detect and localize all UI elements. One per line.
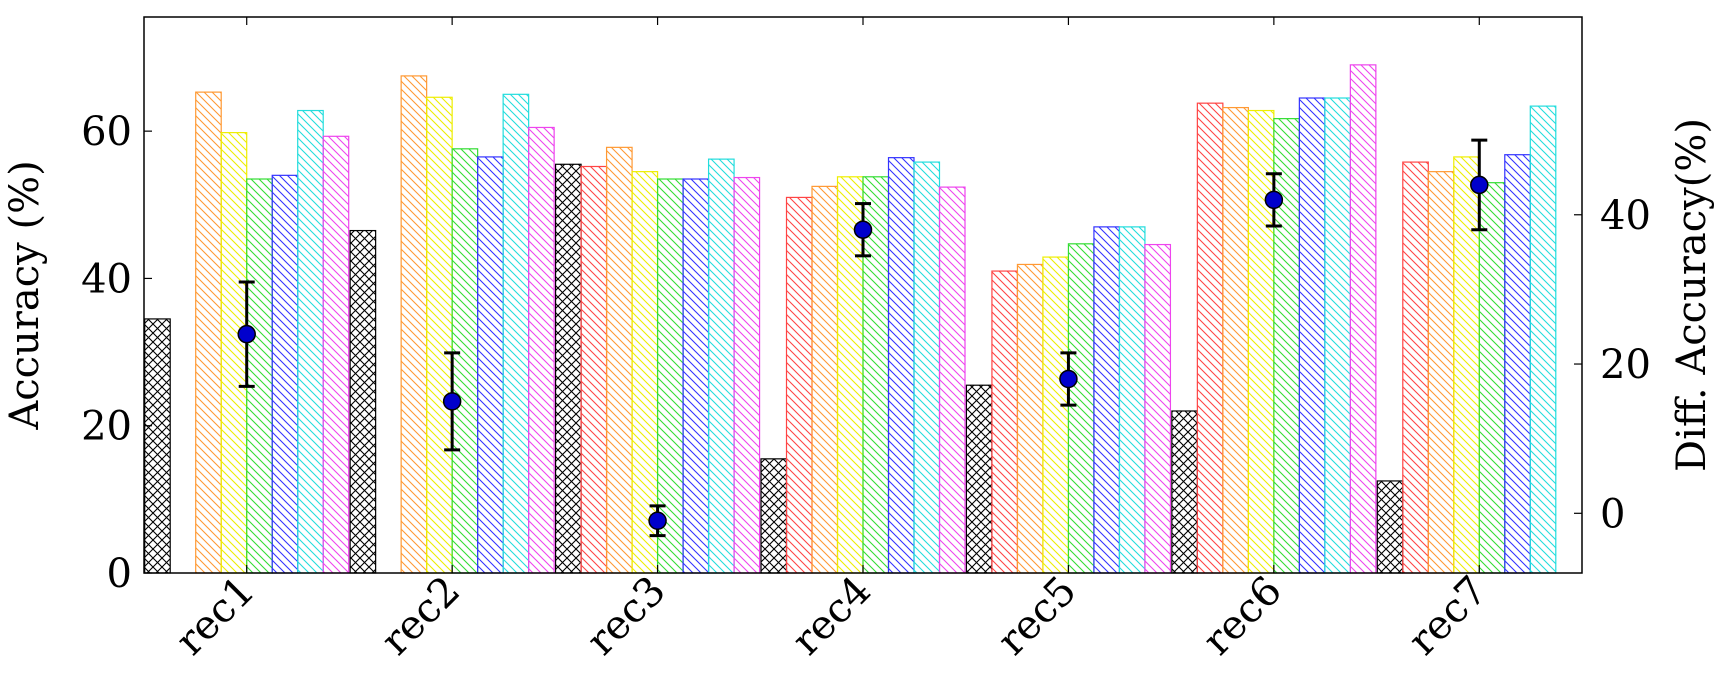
bar-rec7-series-2 xyxy=(1402,161,1429,574)
bars-layer xyxy=(144,64,1557,574)
bar-rec1-series-7 xyxy=(297,109,324,574)
bar-rec3-series-2 xyxy=(580,165,608,574)
bar-rec3-series-6 xyxy=(682,178,710,574)
diff-point-rec3 xyxy=(648,511,667,531)
x-tick-label-rec1: rec1 xyxy=(167,568,264,665)
y-tick-label-40: 40 xyxy=(81,256,132,302)
bar-rec3-series-3 xyxy=(605,146,633,574)
y-tick-label-60: 60 xyxy=(81,109,132,155)
bar-rec7-series-3 xyxy=(1427,171,1455,574)
bar-rec7-series-4 xyxy=(1453,156,1480,574)
y2-axis-title: Diff. Accuracy(%) xyxy=(1669,118,1715,472)
bar-rec6-series-8 xyxy=(1349,64,1377,574)
bar-rec3-series-4 xyxy=(631,171,659,574)
bar-rec2-series-1 xyxy=(349,229,377,574)
diff-point-rec7 xyxy=(1470,175,1489,195)
y-tick-label-20: 20 xyxy=(81,404,132,450)
y2-tick-label-0: 0 xyxy=(1600,491,1625,537)
bar-rec5-series-4 xyxy=(1042,256,1070,574)
bar-rec4-series-2 xyxy=(785,196,813,574)
bar-rec2-series-3 xyxy=(400,75,428,574)
bar-rec2-series-8 xyxy=(528,126,555,574)
diff-points-layer xyxy=(237,138,1489,538)
y-tick-label-0: 0 xyxy=(107,551,132,597)
y2-tick-label-40: 40 xyxy=(1600,193,1651,239)
x-tick-label-rec2: rec2 xyxy=(373,568,470,665)
bar-rec2-series-7 xyxy=(502,93,530,574)
bar-rec2-series-5 xyxy=(451,148,479,574)
bar-rec5-series-7 xyxy=(1118,226,1146,574)
bar-rec4-series-3 xyxy=(811,185,839,574)
x-tick-label-rec4: rec4 xyxy=(783,568,880,665)
bar-rec3-series-1 xyxy=(554,163,582,574)
bar-rec6-series-3 xyxy=(1222,106,1249,574)
diff-point-rec4 xyxy=(853,220,873,239)
bar-rec1-series-4 xyxy=(220,132,248,574)
bar-rec5-series-5 xyxy=(1067,243,1095,574)
bar-rec4-series-7 xyxy=(913,161,941,574)
bar-rec1-series-6 xyxy=(271,174,299,574)
diff-point-rec6 xyxy=(1264,190,1284,210)
bar-rec6-series-5 xyxy=(1273,118,1300,574)
y-axis-title: Accuracy (%) xyxy=(2,160,48,430)
bar-rec7-series-6 xyxy=(1504,154,1531,574)
bar-rec6-series-1 xyxy=(1171,410,1198,574)
bar-rec5-series-6 xyxy=(1093,226,1121,574)
bar-rec7-series-7 xyxy=(1529,105,1557,574)
bar-rec2-series-6 xyxy=(477,156,504,574)
bar-rec5-series-8 xyxy=(1144,243,1172,574)
bar-rec7-series-5 xyxy=(1478,182,1506,574)
x-tick-label-rec7: rec7 xyxy=(1400,568,1497,665)
y2-tick-label-20: 20 xyxy=(1600,342,1651,388)
diff-point-rec5 xyxy=(1059,369,1078,389)
x-tick-label-rec5: rec5 xyxy=(989,568,1086,665)
diff-point-rec2 xyxy=(442,392,462,411)
bar-rec1-series-8 xyxy=(322,135,350,574)
bar-rec1-series-1 xyxy=(144,318,171,574)
bar-rec6-series-4 xyxy=(1247,109,1275,574)
bar-rec5-series-2 xyxy=(991,270,1019,574)
bar-rec1-series-3 xyxy=(195,91,222,574)
x-tick-label-rec3: rec3 xyxy=(578,568,675,665)
x-tick-label-rec6: rec6 xyxy=(1194,568,1291,665)
bar-rec6-series-7 xyxy=(1324,97,1351,574)
bar-rec6-series-6 xyxy=(1298,97,1326,574)
bar-rec3-series-8 xyxy=(733,176,761,574)
bar-rec4-series-6 xyxy=(887,157,915,574)
diff-point-rec1 xyxy=(237,324,256,344)
bar-rec2-series-4 xyxy=(426,96,453,574)
bar-rec3-series-5 xyxy=(656,178,684,574)
bar-rec3-series-7 xyxy=(707,158,735,574)
bar-rec5-series-1 xyxy=(965,384,993,574)
bar-rec1-series-5 xyxy=(246,178,273,574)
bar-rec4-series-1 xyxy=(760,458,788,574)
bar-rec7-series-1 xyxy=(1376,480,1404,574)
bar-rec6-series-2 xyxy=(1196,102,1224,574)
bar-rec5-series-3 xyxy=(1016,263,1044,574)
bar-rec4-series-8 xyxy=(938,186,966,574)
